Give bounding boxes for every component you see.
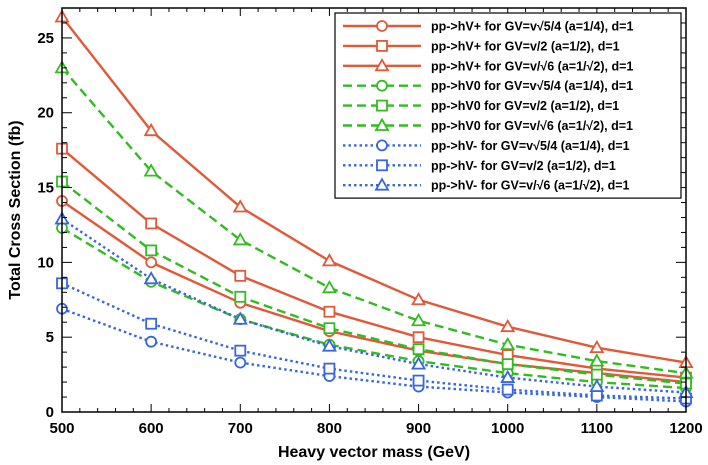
legend-label: pp->hV- for GV=v/√6 (a=1/√2), d=1 xyxy=(431,179,630,193)
data-point-square xyxy=(590,389,603,402)
x-tick-label: 1200 xyxy=(669,420,702,437)
legend-label: pp->hV0 for GV=v√5/4 (a=1/4), d=1 xyxy=(431,79,633,93)
data-point-square xyxy=(590,368,603,381)
data-point-triangle xyxy=(411,356,427,370)
series-line xyxy=(61,200,687,384)
legend-label: pp->hV- for GV=v√5/4 (a=1/4), d=1 xyxy=(431,139,630,153)
legend-entry: pp->hV- for GV=v/2 (a=1/2), d=1 xyxy=(343,159,616,173)
series-line xyxy=(61,16,687,364)
x-tick-label: 500 xyxy=(49,420,74,437)
series-6 xyxy=(54,60,694,379)
data-point-triangle xyxy=(232,232,248,246)
data-point-square xyxy=(234,269,247,282)
x-tick-label: 1100 xyxy=(581,420,614,437)
x-tick-label: 800 xyxy=(317,420,342,437)
y-tick-label: 25 xyxy=(37,30,54,47)
legend-entry: pp->hV+ for GV=v/2 (a=1/2), d=1 xyxy=(343,39,620,53)
data-point-triangle xyxy=(500,318,516,333)
y-tick-label: 15 xyxy=(37,180,54,197)
series-line xyxy=(61,147,687,379)
legend-entry: pp->hV0 for GV=v/√6 (a=1/√2), d=1 xyxy=(343,117,633,133)
data-point-triangle xyxy=(143,122,159,137)
data-point-triangle xyxy=(232,311,248,325)
legend-marker-square xyxy=(376,159,388,172)
data-point-square xyxy=(323,362,336,375)
legend-label: pp->hV0 for GV=v/√6 (a=1/√2), d=1 xyxy=(431,119,633,133)
legend-entry: pp->hV- for GV=v/√6 (a=1/√2), d=1 xyxy=(343,177,630,193)
data-point-triangle xyxy=(589,353,605,367)
legend-marker-square xyxy=(376,40,388,52)
data-point-triangle xyxy=(232,199,248,213)
legend-label: pp->hV0 for GV=v/2 (a=1/2), d=1 xyxy=(431,99,619,113)
legend-entry: pp->hV+ for GV=v/√6 (a=1/√2), d=1 xyxy=(343,57,633,73)
data-point-square xyxy=(323,322,336,335)
x-axis-title: Heavy vector mass (GeV) xyxy=(278,444,470,461)
data-point-circle xyxy=(145,335,158,348)
y-axis-title: Total Cross Section (fb) xyxy=(7,120,24,299)
data-point-square xyxy=(323,305,336,318)
series-line xyxy=(61,226,687,390)
data-point-square xyxy=(234,290,247,303)
data-point-triangle xyxy=(500,369,516,383)
legend-marker-triangle xyxy=(374,117,390,131)
y-tick-label: 10 xyxy=(37,254,54,271)
legend-entry: pp->hV0 for GV=v√5/4 (a=1/4), d=1 xyxy=(343,79,633,93)
legend-entry: pp->hV0 for GV=v/2 (a=1/2), d=1 xyxy=(343,99,619,113)
data-point-triangle xyxy=(500,336,516,351)
series-line xyxy=(61,67,687,375)
data-point-square xyxy=(145,317,158,330)
legend-entry: pp->hV+ for GV=v√5/4 (a=1/4), d=1 xyxy=(343,20,633,34)
x-tick-label: 1000 xyxy=(491,420,524,437)
data-point-triangle xyxy=(321,338,337,352)
legend-marker-circle xyxy=(376,79,388,92)
data-point-square xyxy=(412,374,425,387)
x-tick-label: 900 xyxy=(406,420,431,437)
data-point-triangle xyxy=(411,291,427,306)
series-line xyxy=(61,282,687,400)
legend-marker-square xyxy=(376,99,388,112)
data-point-square xyxy=(501,383,514,396)
legend-marker-triangle xyxy=(374,177,390,191)
legend-entry: pp->hV- for GV=v√5/4 (a=1/4), d=1 xyxy=(343,139,630,153)
y-tick-label: 20 xyxy=(37,105,54,122)
data-point-square xyxy=(501,358,514,371)
data-point-square xyxy=(145,244,158,257)
data-point-circle xyxy=(234,356,247,369)
legend-label: pp->hV+ for GV=v/√6 (a=1/√2), d=1 xyxy=(431,59,633,73)
plot-frame xyxy=(61,7,687,413)
series-line xyxy=(61,307,687,403)
data-point-triangle xyxy=(321,253,337,267)
data-point-circle xyxy=(145,256,158,269)
legend-marker-circle xyxy=(376,20,388,32)
y-tick-label: 5 xyxy=(46,329,54,346)
data-point-triangle xyxy=(321,279,337,294)
series-3 xyxy=(54,9,694,369)
data-point-square xyxy=(145,217,158,230)
data-point-triangle xyxy=(589,339,605,354)
x-tick-label: 700 xyxy=(228,420,253,437)
legend-label: pp->hV+ for GV=v/2 (a=1/2), d=1 xyxy=(431,39,620,53)
data-point-triangle xyxy=(589,378,605,392)
data-point-square xyxy=(412,331,425,344)
x-tick-label: 600 xyxy=(139,420,164,437)
legend-label: pp->hV+ for GV=v√5/4 (a=1/4), d=1 xyxy=(431,20,633,34)
data-point-triangle xyxy=(143,163,159,177)
data-point-square xyxy=(412,343,425,356)
data-point-triangle xyxy=(411,312,427,327)
y-tick-label: 0 xyxy=(46,404,54,421)
data-point-triangle xyxy=(143,271,159,285)
legend-marker-circle xyxy=(376,139,388,152)
legend: pp->hV+ for GV=v√5/4 (a=1/4), d=1 pp->hV+… xyxy=(334,12,682,199)
series-line xyxy=(61,180,687,385)
legend-label: pp->hV- for GV=v/2 (a=1/2), d=1 xyxy=(431,159,616,173)
data-point-square xyxy=(234,344,247,357)
legend-marker-triangle xyxy=(374,57,390,72)
